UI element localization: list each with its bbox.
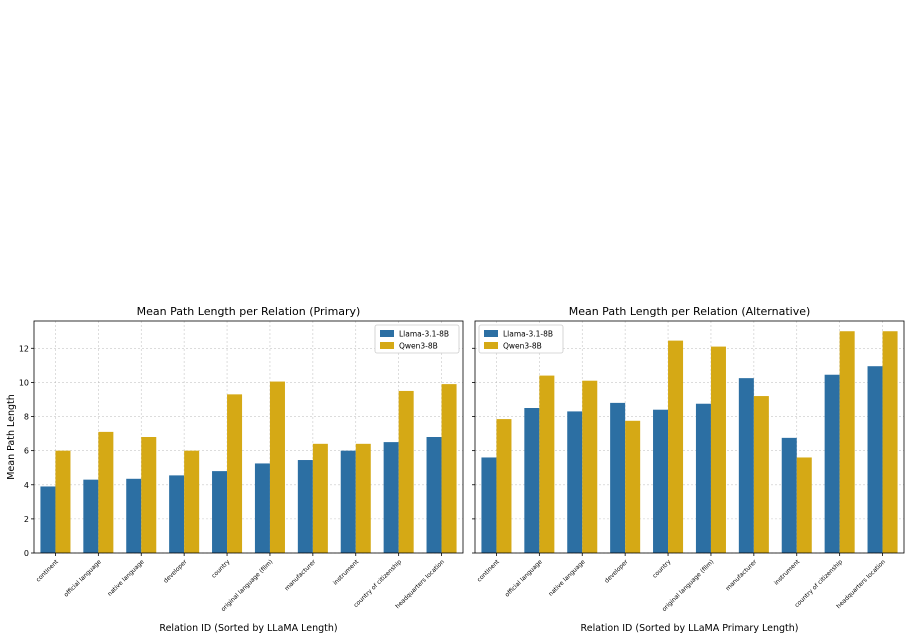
bar-llama-3-1-8b-7 bbox=[781, 437, 797, 553]
chart-alternative: continent official language native languag… bbox=[472, 305, 905, 634]
y-tick-label: 0 bbox=[24, 549, 29, 558]
bar-qwen3-8b-4 bbox=[227, 394, 243, 553]
x-tick-label: country of citizenship bbox=[352, 558, 403, 609]
x-tick-label: official language bbox=[63, 558, 103, 598]
legend-swatch-0 bbox=[484, 330, 498, 337]
bar-llama-3-1-8b-5 bbox=[695, 403, 711, 553]
bar-qwen3-8b-7 bbox=[355, 443, 371, 553]
bar-llama-3-1-8b-6 bbox=[297, 460, 313, 553]
bar-qwen3-8b-1 bbox=[539, 375, 555, 553]
x-tick-label: manufacturer bbox=[283, 558, 317, 592]
bar-qwen3-8b-2 bbox=[141, 437, 157, 553]
x-tick-label: native language bbox=[547, 558, 587, 598]
legend-label: Qwen3-8B bbox=[399, 342, 438, 351]
chart-primary: 0 2 4 6 8 10 12 continent official language nativ… bbox=[6, 305, 464, 634]
bar-llama-3-1-8b-0 bbox=[40, 486, 56, 553]
legend-swatch-1 bbox=[380, 342, 394, 349]
x-axis-label: Relation ID (Sorted by LLaMA Length) bbox=[159, 623, 337, 634]
chart-title: Mean Path Length per Relation (Primary) bbox=[137, 305, 361, 318]
y-tick-label: 2 bbox=[24, 515, 29, 524]
x-tick-label: country bbox=[651, 558, 672, 579]
y-tick-label: 4 bbox=[24, 481, 29, 490]
x-tick-label: native language bbox=[106, 558, 146, 598]
y-tick-label: 6 bbox=[24, 447, 29, 456]
bar-qwen3-8b-4 bbox=[668, 340, 684, 553]
bar-llama-3-1-8b-4 bbox=[212, 471, 228, 553]
x-tick-label: official language bbox=[504, 558, 544, 598]
x-tick-label: continent bbox=[35, 558, 61, 584]
x-axis-label: Relation ID (Sorted by LLaMA Primary Len… bbox=[581, 623, 799, 634]
x-tick-label: manufacturer bbox=[724, 558, 758, 592]
bar-llama-3-1-8b-7 bbox=[340, 450, 356, 553]
bar-llama-3-1-8b-3 bbox=[610, 402, 626, 553]
bar-qwen3-8b-1 bbox=[98, 431, 114, 553]
chart-title: Mean Path Length per Relation (Alternati… bbox=[569, 305, 811, 318]
x-tick-label: country bbox=[210, 558, 231, 579]
x-tick-label: instrument bbox=[332, 558, 361, 587]
bar-qwen3-8b-2 bbox=[582, 380, 598, 553]
bar-llama-3-1-8b-2 bbox=[567, 411, 583, 553]
legend-swatch-0 bbox=[380, 330, 394, 337]
bar-llama-3-1-8b-6 bbox=[738, 378, 754, 553]
bar-llama-3-1-8b-8 bbox=[824, 374, 840, 553]
bar-qwen3-8b-5 bbox=[269, 381, 285, 553]
legend-label: Llama-3.1-8B bbox=[503, 330, 553, 339]
plot-frame bbox=[33, 320, 464, 554]
y-tick-label: 8 bbox=[24, 413, 29, 422]
legend: Llama-3.1-8B Qwen3-8B bbox=[374, 324, 460, 354]
bar-qwen3-8b-5 bbox=[710, 346, 726, 553]
x-tick-label: continent bbox=[476, 558, 502, 584]
bar-qwen3-8b-8 bbox=[398, 390, 414, 553]
bar-qwen3-8b-7 bbox=[796, 457, 812, 553]
bar-qwen3-8b-8 bbox=[839, 331, 855, 553]
x-tick-label: developer bbox=[162, 558, 189, 585]
y-axis-label: Mean Path Length bbox=[6, 394, 17, 480]
bar-qwen3-8b-3 bbox=[184, 450, 200, 553]
bar-llama-3-1-8b-1 bbox=[83, 479, 99, 553]
x-tick-label: headquarters location bbox=[835, 558, 887, 610]
bar-llama-3-1-8b-1 bbox=[524, 408, 540, 553]
bar-qwen3-8b-0 bbox=[496, 419, 512, 553]
legend-box bbox=[374, 324, 460, 354]
x-tick-label: headquarters location bbox=[394, 558, 446, 610]
legend-box bbox=[478, 324, 564, 354]
x-tick-label: developer bbox=[603, 558, 630, 585]
bar-llama-3-1-8b-8 bbox=[383, 442, 399, 553]
bar-llama-3-1-8b-3 bbox=[169, 475, 185, 553]
bar-qwen3-8b-3 bbox=[625, 420, 641, 553]
legend: Llama-3.1-8B Qwen3-8B bbox=[478, 324, 564, 354]
bar-llama-3-1-8b-9 bbox=[426, 437, 442, 553]
bar-qwen3-8b-6 bbox=[312, 443, 328, 553]
bar-llama-3-1-8b-4 bbox=[653, 409, 669, 553]
bar-qwen3-8b-6 bbox=[753, 396, 769, 553]
bar-llama-3-1-8b-5 bbox=[254, 463, 270, 553]
bar-llama-3-1-8b-9 bbox=[867, 366, 883, 553]
legend-swatch-1 bbox=[484, 342, 498, 349]
bar-llama-3-1-8b-2 bbox=[126, 478, 142, 553]
x-tick-label: instrument bbox=[773, 558, 802, 587]
plot-frame bbox=[474, 320, 905, 554]
x-tick-label: country of citizenship bbox=[793, 558, 844, 609]
legend-label: Llama-3.1-8B bbox=[399, 330, 449, 339]
bar-qwen3-8b-9 bbox=[882, 331, 898, 553]
legend-label: Qwen3-8B bbox=[503, 342, 542, 351]
y-tick-label: 10 bbox=[19, 378, 29, 387]
bar-llama-3-1-8b-0 bbox=[481, 457, 497, 553]
y-tick-label: 12 bbox=[19, 344, 29, 353]
bar-qwen3-8b-0 bbox=[55, 450, 71, 553]
bar-qwen3-8b-9 bbox=[441, 384, 457, 553]
